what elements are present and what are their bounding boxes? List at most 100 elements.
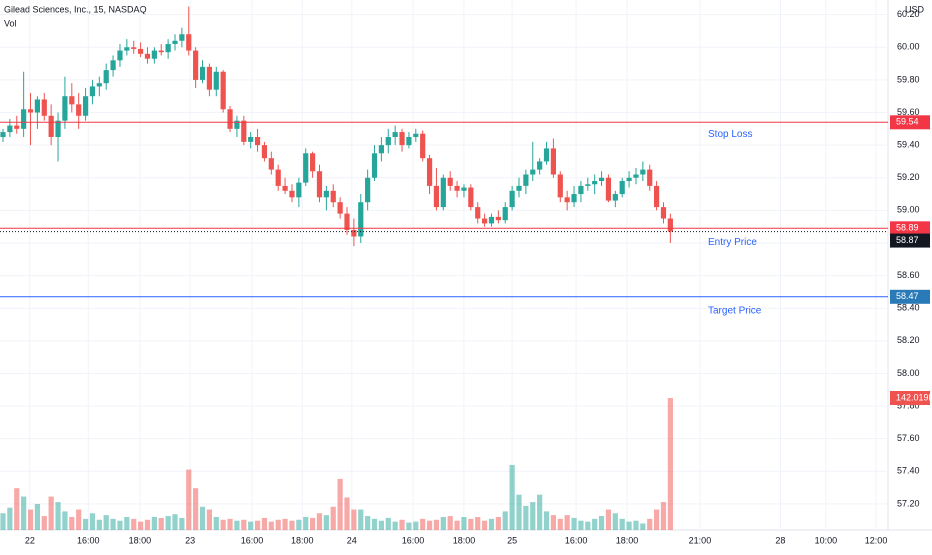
volume-bar — [303, 516, 309, 530]
candle-body — [110, 60, 116, 71]
candle-body — [578, 185, 584, 195]
volume-bar — [234, 520, 240, 530]
volume-bar — [89, 513, 96, 530]
y-tick-label: 60.20 — [897, 9, 920, 19]
last-price-label-box — [890, 233, 930, 248]
candle-body — [660, 207, 667, 219]
candle-body — [165, 44, 171, 53]
candle-body — [234, 120, 240, 129]
volume-bar — [55, 502, 61, 530]
volume-bar — [275, 519, 281, 530]
candle-body — [310, 153, 316, 172]
candle-body — [62, 96, 68, 121]
candle-body — [447, 177, 453, 186]
volume-bar — [96, 519, 102, 530]
volume-bar — [316, 513, 323, 530]
y-tick-label: 57.80 — [897, 400, 920, 410]
level-label-box — [890, 221, 930, 236]
volume-bar — [612, 513, 618, 530]
y-tick-label: 57.40 — [897, 466, 920, 476]
candle-body — [385, 136, 391, 146]
volume-bar — [523, 505, 529, 530]
candle-body — [241, 120, 247, 142]
volume-bar — [426, 520, 433, 530]
volume-bar — [206, 509, 212, 530]
volume-bar — [110, 518, 116, 530]
candle-body — [585, 184, 591, 186]
volume-bar — [21, 496, 27, 530]
volume-bar — [358, 509, 364, 530]
candle-body — [433, 185, 440, 208]
volume-bar — [310, 517, 316, 530]
volume-bar — [14, 488, 20, 530]
candle-body — [420, 133, 426, 159]
volume-bar — [371, 518, 378, 530]
volume-bar — [488, 518, 495, 530]
volume-bar — [633, 520, 639, 530]
candle-body — [21, 109, 27, 129]
volume-bar — [475, 516, 481, 530]
last-price-label: 58.87 — [896, 235, 919, 245]
x-tick-label: 18:00 — [616, 535, 639, 545]
x-tick-label: 18:00 — [453, 535, 476, 545]
volume-bar — [179, 517, 185, 530]
candle-body — [117, 50, 123, 61]
candle-body — [667, 218, 673, 232]
volume-bar — [378, 520, 384, 530]
volume-bar — [289, 520, 295, 530]
candle-body — [612, 194, 618, 201]
candle-body — [296, 182, 302, 198]
chart-title: Gilead Sciences, Inc., 15, NASDAQ — [4, 4, 147, 14]
volume-bar — [41, 516, 47, 530]
y-tick-label: 59.80 — [897, 74, 920, 84]
volume-bar — [365, 516, 371, 530]
candle-body — [144, 53, 151, 59]
candle-body — [461, 187, 467, 191]
volume-bar — [550, 515, 556, 530]
candle-body — [523, 174, 529, 186]
candle-body — [495, 216, 501, 221]
candle-body — [633, 174, 639, 178]
volume-bar — [227, 518, 233, 530]
volume-bar — [330, 506, 336, 530]
volume-bar — [516, 494, 522, 530]
candle-body — [27, 109, 34, 113]
volume-bar — [268, 521, 274, 530]
level-label: 59.54 — [896, 117, 919, 127]
x-tick-label: 16:00 — [241, 535, 264, 545]
y-tick-label: 57.20 — [897, 498, 920, 508]
candle-body — [647, 169, 653, 186]
candle-body — [344, 213, 350, 230]
candle-body — [227, 109, 233, 129]
candle-body — [151, 50, 157, 59]
x-tick-label: 18:00 — [291, 535, 314, 545]
candle-body — [502, 207, 508, 221]
candle-body — [406, 136, 412, 146]
volume-label: 142.019K — [896, 392, 932, 402]
x-tick-label: 16:00 — [565, 535, 588, 545]
volume-bar — [0, 513, 6, 530]
candle-body — [131, 47, 137, 49]
currency: USD — [905, 4, 925, 14]
volume-bar — [420, 518, 426, 530]
x-tick-label: 18:00 — [129, 535, 152, 545]
volume-bar — [241, 519, 247, 530]
volume-bar — [640, 523, 646, 530]
candle-body — [76, 104, 82, 116]
x-tick-label: 23 — [185, 535, 195, 545]
candle-body — [248, 136, 254, 142]
x-tick-label: 12:00 — [865, 535, 888, 545]
candle-body — [640, 169, 646, 175]
candle-body — [365, 177, 371, 203]
candle-body — [41, 99, 47, 116]
volume-bar — [385, 517, 391, 530]
volume-label-box — [890, 391, 930, 405]
volume-bar — [440, 516, 446, 530]
candle-body — [55, 120, 61, 137]
volume-bar — [296, 519, 302, 530]
candle-body — [537, 161, 543, 170]
candle-body — [89, 86, 96, 97]
candle-body — [654, 185, 660, 208]
candle-body — [220, 71, 226, 110]
volume-bar — [76, 509, 82, 530]
